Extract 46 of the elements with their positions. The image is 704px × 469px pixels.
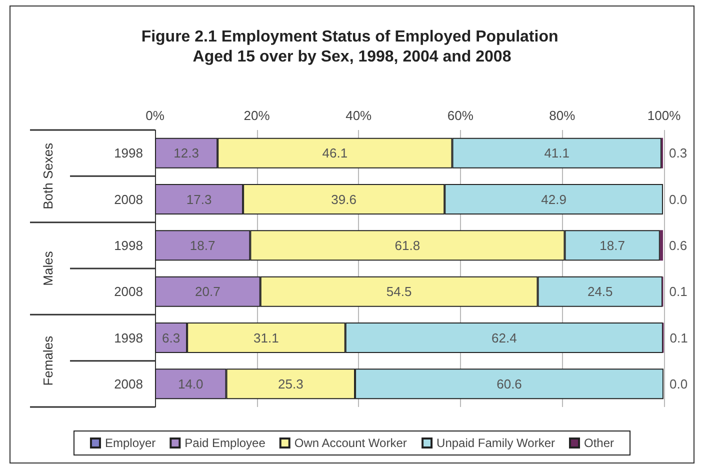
data-label: 0.3 bbox=[668, 146, 688, 161]
data-label: 24.5 bbox=[587, 284, 613, 300]
legend-label: Employer bbox=[104, 436, 156, 450]
bar bbox=[660, 230, 663, 261]
y-tick-label: 2008 bbox=[114, 284, 143, 300]
chart-title: Figure 2.1 Employment Status of Employed Population Aged 15 over by Sex, 1998, 2004 and 2008 bbox=[141, 28, 563, 66]
text: Both Sexes bbox=[40, 142, 56, 210]
data-label: 46.1 bbox=[322, 146, 348, 161]
x-tick-label: 40% bbox=[346, 108, 372, 123]
data-label: 6.3 bbox=[162, 330, 180, 346]
x-tick-label: 0% bbox=[146, 108, 165, 123]
data-label: 54.5 bbox=[386, 284, 412, 300]
y-tick-label: 1998 bbox=[114, 330, 143, 346]
data-label: 39.6 bbox=[331, 192, 356, 207]
data-label: 20.7 bbox=[195, 284, 220, 300]
y-tick-label: 1998 bbox=[114, 238, 143, 253]
text: Females bbox=[40, 335, 56, 386]
data-label: 17.3 bbox=[186, 192, 212, 207]
data-label: 60.6 bbox=[496, 376, 522, 392]
y-tick-label: 2008 bbox=[114, 376, 143, 392]
data-label: 0.1 bbox=[670, 330, 688, 346]
legend-label: Paid Employee bbox=[184, 436, 266, 450]
data-label: 61.8 bbox=[394, 238, 420, 253]
data-label: 0.6 bbox=[668, 238, 688, 253]
data-label: 18.7 bbox=[190, 238, 216, 253]
data-label: 31.1 bbox=[254, 330, 279, 346]
x-tick-label: 80% bbox=[549, 108, 576, 123]
data-label: 18.7 bbox=[600, 238, 625, 253]
data-label: 12.3 bbox=[174, 146, 199, 161]
y-tick-label: 2008 bbox=[114, 192, 143, 207]
data-label: 0.1 bbox=[669, 284, 688, 300]
x-tick-label: 60% bbox=[447, 108, 474, 123]
data-label: 14.0 bbox=[178, 376, 204, 392]
y-tick-label: 1998 bbox=[114, 146, 143, 161]
data-label: 41.1 bbox=[544, 146, 570, 161]
data-label: 25.3 bbox=[278, 376, 304, 392]
data-label: 0.0 bbox=[669, 376, 688, 392]
legend-label: Other bbox=[584, 436, 614, 450]
x-tick-label: 20% bbox=[244, 108, 270, 123]
data-label: 42.9 bbox=[541, 192, 566, 207]
text: Males bbox=[40, 250, 56, 286]
x-tick-label: 100% bbox=[647, 108, 682, 123]
legend-label: Unpaid Family Worker bbox=[436, 436, 556, 450]
data-label: 62.4 bbox=[492, 330, 517, 346]
legend-label: Own Account Worker bbox=[294, 436, 407, 450]
data-label: 0.0 bbox=[668, 192, 688, 207]
